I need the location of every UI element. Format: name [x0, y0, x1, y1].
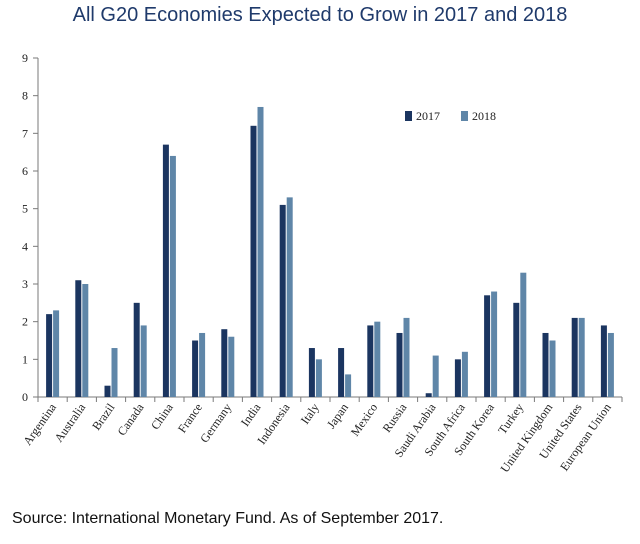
x-tick-label: Argentina — [20, 400, 59, 448]
x-tick-label: Brazil — [89, 400, 118, 433]
bar-2017 — [542, 332, 549, 397]
x-tick-label: China — [148, 400, 176, 432]
x-tick-label: Japan — [324, 401, 351, 431]
bar-2017 — [338, 348, 345, 397]
bar-2017 — [133, 302, 140, 397]
bar-2018 — [82, 284, 89, 397]
x-tick-label: France — [175, 401, 205, 436]
bar-2018 — [257, 106, 264, 397]
y-tick-label: 0 — [22, 390, 28, 404]
y-tick-label: 3 — [22, 277, 28, 291]
x-tick-label: Australia — [52, 400, 89, 445]
bar-2017 — [396, 332, 403, 397]
y-tick-label: 7 — [22, 126, 28, 140]
y-tick-label: 5 — [22, 202, 28, 216]
bar-2018 — [432, 355, 439, 397]
bar-2017 — [221, 329, 228, 397]
bar-2018 — [286, 197, 293, 397]
bar-2017 — [600, 325, 607, 397]
bar-2018 — [491, 291, 498, 397]
legend: 2017 2018 — [405, 109, 496, 123]
x-tick-label: Mexico — [348, 401, 380, 439]
y-tick-label: 4 — [22, 239, 28, 253]
bar-2018 — [345, 374, 352, 397]
y-tick-label: 8 — [22, 89, 28, 103]
bar-2018 — [607, 332, 614, 397]
bar-2018 — [549, 340, 556, 397]
source-note: Source: International Monetary Fund. As … — [12, 510, 444, 527]
bar-2018 — [315, 359, 322, 397]
y-axis: 0 1 2 3 4 5 6 7 8 9 — [22, 51, 39, 404]
bar-2017 — [104, 385, 111, 397]
x-tick-label: India — [238, 400, 264, 429]
y-tick-label: 9 — [22, 51, 28, 65]
bar-2017 — [425, 393, 432, 397]
legend-swatch — [405, 111, 412, 121]
bar-2018 — [140, 325, 147, 397]
chart-title: All G20 Economies Expected to Grow in 20… — [72, 4, 568, 26]
bar-2018 — [228, 336, 235, 397]
x-tick-label: Italy — [298, 401, 322, 427]
bar-2017 — [367, 325, 374, 397]
bar-2017 — [308, 348, 315, 397]
legend-label: 2018 — [472, 109, 496, 123]
bar-2017 — [75, 280, 82, 397]
legend-label: 2017 — [416, 109, 440, 123]
bar-2017 — [279, 204, 286, 397]
bars — [46, 106, 614, 398]
bar-2017 — [484, 295, 491, 397]
legend-swatch — [461, 111, 468, 121]
bar-2017 — [571, 317, 578, 397]
bar-2017 — [192, 340, 199, 397]
bar-2017 — [513, 302, 520, 397]
bar-2018 — [169, 155, 176, 397]
y-tick-label: 1 — [22, 352, 28, 366]
bar-2018 — [403, 317, 410, 397]
bar-2018 — [53, 310, 60, 397]
x-tick-label: Canada — [115, 400, 147, 438]
bar-2018 — [374, 321, 381, 397]
y-tick-label: 2 — [22, 315, 28, 329]
bar-2018 — [578, 317, 585, 397]
y-tick-label: 6 — [22, 164, 28, 178]
bar-2018 — [199, 332, 206, 397]
bar-2017 — [454, 359, 461, 397]
bar-2017 — [46, 314, 53, 397]
bar-2017 — [162, 144, 169, 397]
bar-2017 — [250, 125, 257, 398]
bar-2018 — [520, 272, 527, 397]
bar-2018 — [461, 351, 468, 397]
x-tick-label: Russia — [380, 400, 410, 435]
bar-2018 — [111, 348, 118, 397]
